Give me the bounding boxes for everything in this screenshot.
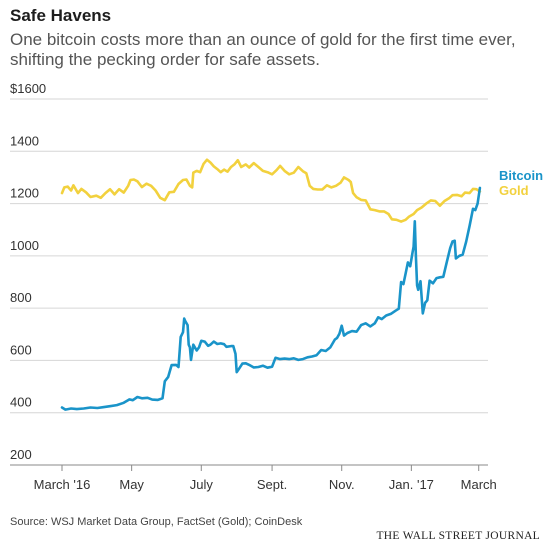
series-lines [60, 158, 482, 411]
series-line-bitcoin [60, 186, 482, 411]
publisher-brand: THE WALL STREET JOURNAL [376, 530, 540, 542]
x-axis: March '16 May July Sept. Nov. Jan. '17 March [34, 465, 497, 492]
legend-label-gold: Gold [499, 183, 529, 198]
y-tick-label: 1400 [10, 133, 39, 148]
y-tick-label: 1000 [10, 238, 39, 253]
chart-title: Safe Havens [10, 6, 112, 25]
y-tick-label: 200 [10, 447, 32, 462]
x-tick-label: July [190, 477, 214, 492]
y-axis: 200 400 600 800 1000 1200 1400 $1600 [10, 81, 46, 462]
y-tick-label: 400 [10, 395, 32, 410]
chart-subtitle: One bitcoin costs more than an ounce of … [10, 30, 516, 69]
series-line-gold [60, 158, 482, 223]
legend-label-bitcoin: Bitcoin [499, 168, 543, 183]
y-tick-label: 600 [10, 342, 32, 357]
x-tick-label: March [461, 477, 497, 492]
x-tick-label: Sept. [257, 477, 287, 492]
x-tick-label: March '16 [34, 477, 91, 492]
x-tick-label: May [119, 477, 144, 492]
source-note: Source: WSJ Market Data Group, FactSet (… [10, 516, 303, 528]
x-tick-label: Nov. [329, 477, 355, 492]
y-tick-label: 800 [10, 290, 32, 305]
y-tick-label: 1200 [10, 186, 39, 201]
x-tick-label: Jan. '17 [389, 477, 434, 492]
gridlines [10, 98, 488, 466]
y-tick-label: $1600 [10, 81, 46, 96]
